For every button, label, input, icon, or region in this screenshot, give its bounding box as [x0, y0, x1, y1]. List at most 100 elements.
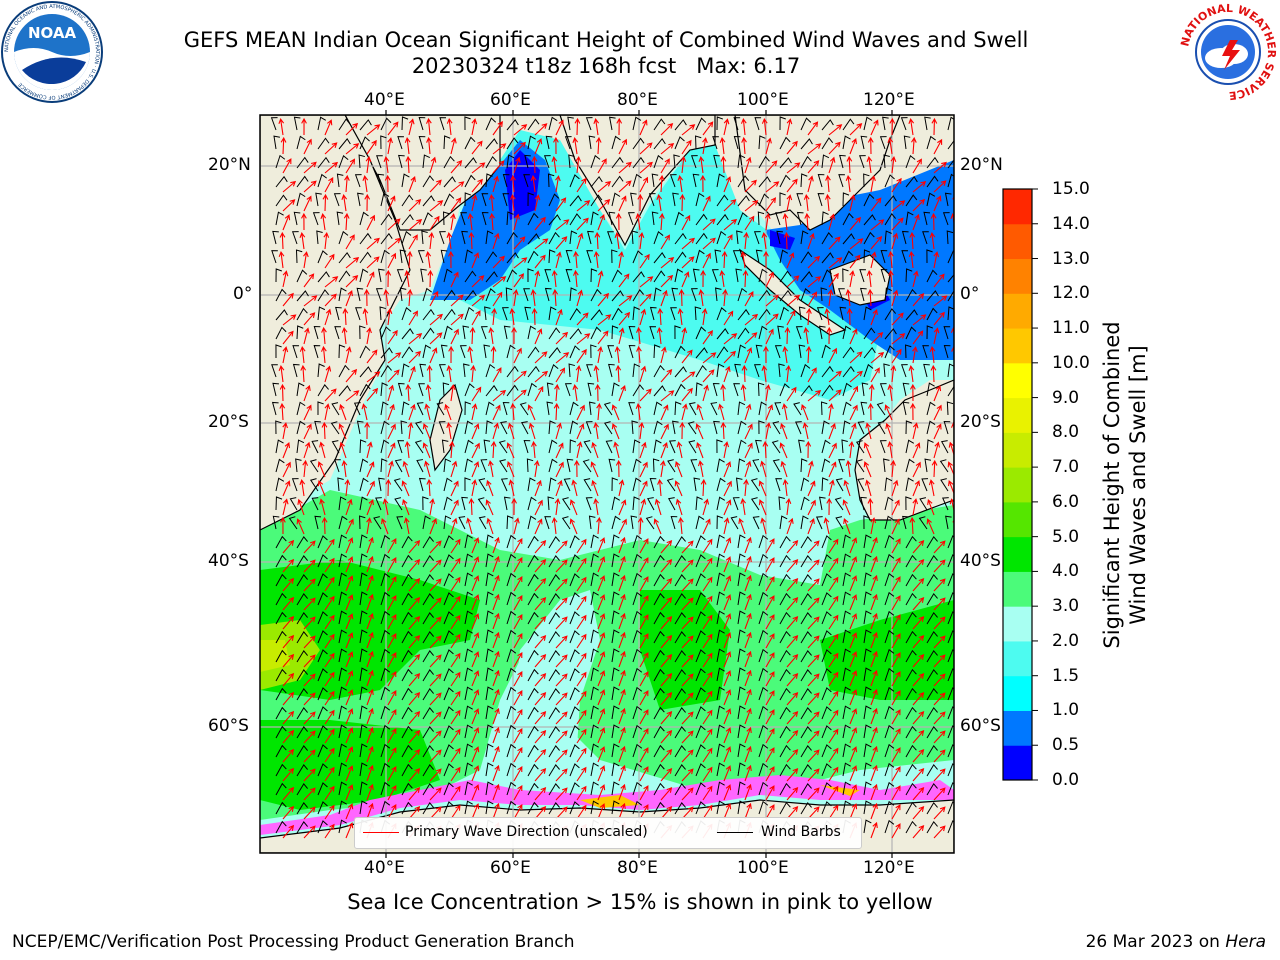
wave-direction-arrow — [891, 614, 901, 630]
wind-barb — [498, 440, 508, 454]
colorbar-label-line1: Significant Height of Combined — [1100, 321, 1124, 649]
wave-direction-arrow — [513, 747, 523, 763]
wave-direction-arrow — [955, 768, 964, 781]
wave-direction-arrow — [863, 442, 872, 459]
wave-direction-arrow — [576, 177, 587, 193]
wind-barb — [506, 137, 519, 150]
wind-barb — [947, 573, 954, 587]
wave-direction-arrow — [807, 143, 822, 155]
wave-direction-arrow — [593, 498, 599, 516]
wind-barb — [338, 686, 347, 701]
wind-barb — [296, 574, 308, 587]
wave-direction-arrow — [828, 671, 839, 687]
wind-barb — [716, 705, 725, 720]
wind-barb — [905, 554, 917, 568]
wave-direction-arrow — [323, 231, 330, 250]
wave-direction-arrow — [345, 689, 354, 706]
wind-barb — [401, 706, 413, 720]
wind-barb — [798, 306, 806, 321]
wave-direction-arrow — [681, 654, 694, 668]
wave-direction-arrow — [471, 310, 481, 326]
wave-direction-arrow — [345, 556, 354, 573]
wave-direction-arrow — [341, 326, 348, 345]
wave-direction-arrow — [361, 403, 368, 421]
wind-barb — [443, 176, 456, 188]
wind-barb — [317, 611, 328, 625]
wind-barb — [863, 781, 872, 796]
wind-barb — [905, 439, 915, 454]
wind-barb — [335, 306, 342, 321]
wind-barb — [798, 344, 806, 359]
wind-barb — [695, 649, 706, 663]
wave-direction-arrow — [618, 669, 626, 687]
wave-direction-arrow — [786, 597, 799, 611]
wind-barb — [926, 821, 938, 834]
wind-barb — [674, 726, 686, 739]
wave-direction-arrow — [429, 654, 442, 668]
wind-barb — [359, 268, 369, 283]
wave-direction-arrow — [723, 333, 738, 345]
wave-direction-arrow — [422, 442, 431, 459]
wave-direction-arrow — [870, 650, 878, 668]
wind-barb — [800, 384, 813, 397]
wind-barb — [590, 326, 602, 340]
wind-barb — [779, 744, 791, 758]
wave-direction-arrow — [660, 274, 674, 288]
wind-barb — [628, 326, 636, 340]
wind-barb — [779, 687, 791, 701]
colorbar-band — [1003, 675, 1032, 711]
wave-direction-arrow — [955, 367, 961, 382]
wind-barb — [695, 232, 708, 245]
wind-barb — [338, 251, 351, 264]
wave-direction-arrow — [429, 215, 440, 231]
wave-direction-arrow — [660, 597, 673, 611]
wind-barb — [695, 782, 706, 796]
wind-barb — [440, 344, 448, 359]
wave-direction-arrow — [576, 785, 587, 801]
wave-direction-arrow — [933, 559, 946, 573]
wave-direction-arrow — [782, 346, 789, 364]
wind-barb — [590, 534, 599, 549]
wave-direction-arrow — [362, 308, 369, 326]
wind-barb — [464, 439, 474, 454]
wind-barb — [527, 763, 539, 777]
wave-direction-arrow — [618, 783, 626, 801]
colorbar-tick-label: 14.0 — [1052, 213, 1090, 234]
wind-barb — [590, 591, 599, 606]
wind-barb — [758, 534, 769, 549]
wave-direction-arrow — [492, 404, 501, 421]
wind-barb — [275, 611, 287, 625]
wind-barb — [359, 496, 368, 511]
wave-direction-arrow — [534, 748, 547, 763]
wave-direction-arrow — [744, 291, 754, 307]
lat-tick-left-0: 0° — [233, 284, 253, 304]
wave-direction-arrow — [513, 557, 523, 573]
wind-barb — [376, 155, 383, 169]
wind-barb — [800, 707, 812, 720]
wind-barb — [800, 726, 812, 739]
wind-barb — [905, 630, 917, 644]
ocean-highest-core — [260, 640, 290, 672]
wind-barb — [674, 119, 687, 131]
wave-direction-arrow — [345, 368, 358, 383]
lat-tick-left-20s: 20°S — [208, 412, 249, 432]
wave-direction-arrow — [618, 195, 627, 212]
wind-barb — [905, 611, 917, 625]
wind-barb — [478, 516, 487, 530]
wave-direction-arrow — [744, 442, 753, 459]
wind-barb — [737, 667, 746, 682]
wave-direction-arrow — [573, 250, 579, 269]
wind-barb — [905, 687, 917, 701]
wave-direction-arrow — [723, 118, 730, 136]
wind-barb — [464, 116, 471, 131]
wave-direction-arrow — [429, 156, 437, 174]
wind-barb — [314, 420, 321, 435]
wave-direction-arrow — [534, 710, 547, 725]
wave-direction-arrow — [408, 672, 421, 687]
wind-barb — [611, 175, 624, 188]
wind-barb — [857, 421, 865, 435]
wave-direction-arrow — [408, 767, 421, 782]
wind-barb — [905, 176, 918, 188]
wind-barb — [569, 592, 580, 606]
wind-barb — [905, 706, 917, 720]
